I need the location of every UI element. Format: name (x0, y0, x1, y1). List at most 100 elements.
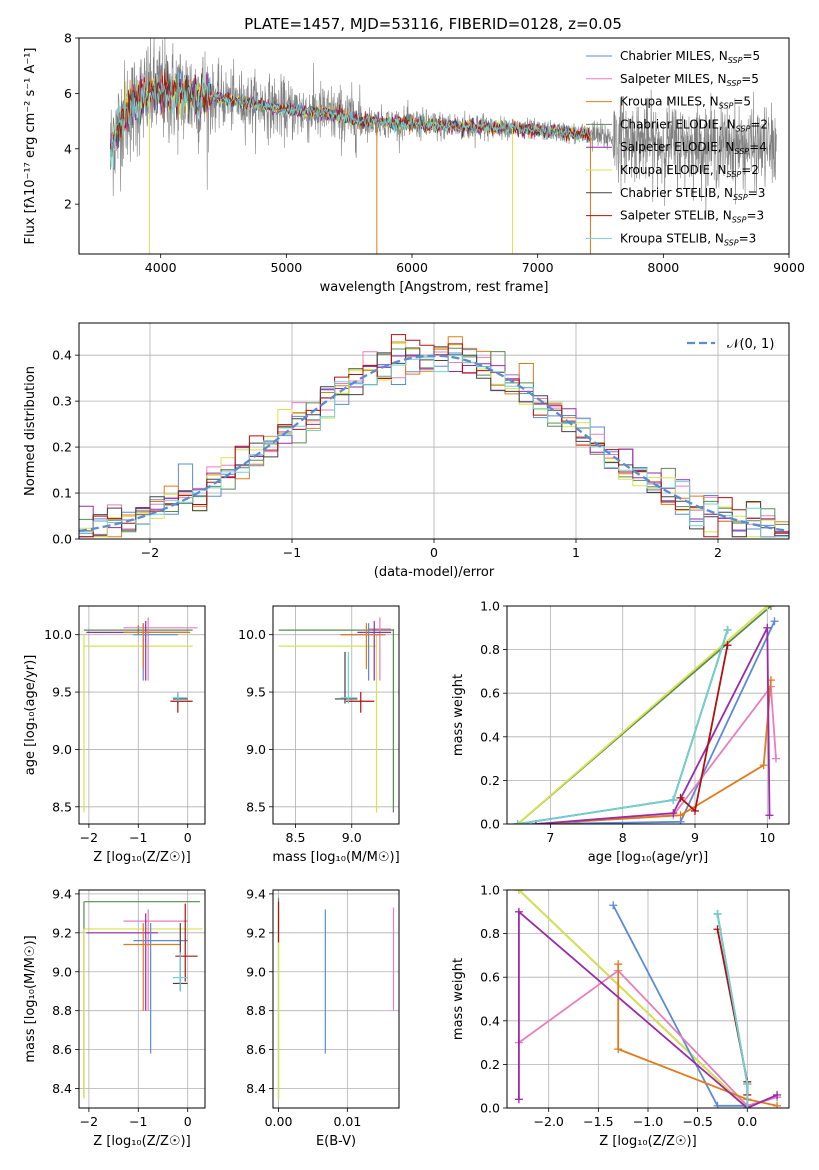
series-line (617, 964, 778, 1107)
y-tick-label: 0.8 (480, 926, 500, 941)
axes-frame (78, 889, 206, 1109)
histogram-step (79, 355, 789, 538)
mass_vs_Z-panel: −2 −1 0 8.4 8.6 8.8 9.0 9.2 9.4 Z [log₁₀(Z/Z☉)] ma… (23, 886, 206, 1149)
x-tick-label: −2 (141, 545, 159, 560)
mass_weight_vs_age-panel: 7 8 9 10 0.0 0.2 0.4 0.6 0.8 1.0 age [log₁₀(age/yr… (451, 599, 790, 865)
series-line (517, 606, 768, 824)
legend-label-tail: =2 (741, 163, 759, 177)
series-line (518, 890, 748, 1108)
y-tick-label: 0.6 (480, 970, 500, 985)
x-tick-label: −1 (129, 830, 147, 845)
legend-label: Salpeter STELIB, NSSP=3 (620, 209, 764, 225)
x-axis-label: Z [log₁₀(Z/Z☉)] (599, 1134, 696, 1149)
x-tick-label: −1.0 (633, 1114, 663, 1129)
legend-label-tail: =5 (733, 95, 751, 109)
legend-label-sub: SSP (734, 147, 749, 156)
series-line (612, 904, 778, 1107)
axes-frame (78, 37, 790, 255)
spectrum-plot-area (110, 38, 777, 254)
x-tick-label: 9000 (773, 260, 805, 275)
y-axis-label: mass weight (451, 958, 466, 1040)
x-tick-label: 5000 (270, 260, 302, 275)
legend-label: 𝒩(0, 1) (727, 337, 774, 352)
y-tick-label: 0.0 (52, 532, 72, 547)
series-line (716, 929, 749, 1095)
residuals-plot-area (79, 334, 789, 538)
x-tick-label: −2.0 (534, 1114, 564, 1129)
legend-label-tail: =3 (748, 186, 766, 200)
mass_weight_vs_age-plot-area (513, 606, 780, 824)
y-tick-label: 0.0 (480, 1101, 500, 1116)
y-tick-label: 10.0 (238, 627, 266, 642)
figure-title: PLATE=1457, MJD=53116, FIBERID=0128, z=0… (244, 15, 622, 33)
x-tick-label: 0.0 (737, 1114, 757, 1129)
age_vs_mass-plot-area (278, 617, 394, 813)
y-tick-label: 8.8 (52, 1003, 72, 1018)
legend-label-name: Chabrier STELIB, N (620, 186, 733, 200)
x-axis-label: wavelength [Angstrom, rest frame] (320, 280, 549, 295)
axes-frame (78, 605, 206, 825)
series-line (535, 627, 771, 824)
model-spectrum (110, 72, 592, 168)
y-tick-label: 8.5 (246, 799, 266, 814)
y-tick-label: 9.0 (246, 964, 266, 979)
y-tick-label: 9.5 (52, 685, 72, 700)
y-tick-label: 0.4 (52, 348, 72, 363)
x-tick-label: 7 (546, 830, 554, 845)
y-tick-label: 0.3 (52, 394, 72, 409)
x-tick-label: 0.00 (265, 1114, 293, 1129)
y-tick-label: 2 (64, 197, 72, 212)
legend-label: Kroupa ELODIE, NSSP=2 (620, 163, 759, 179)
gaussian-curve (79, 354, 787, 533)
x-tick-label: 2 (714, 545, 722, 560)
y-tick-label: 9.2 (52, 925, 72, 940)
legend-label-name: Salpeter STELIB, N (620, 209, 732, 223)
age_vs_Z-panel: −2 −1 0 8.5 9.0 9.5 10.0 Z [log₁₀(Z/Z☉)] age [lo… (23, 605, 206, 865)
y-tick-label: 8.6 (246, 1042, 266, 1057)
y-tick-label: 10.0 (44, 627, 72, 642)
legend-label-sub: SSP (719, 102, 734, 111)
x-tick-label: 6000 (396, 260, 428, 275)
legend-label-sub: SSP (733, 193, 748, 202)
y-tick-label: 0.2 (480, 773, 500, 788)
legend-label-name: Chabrier ELODIE, N (620, 117, 736, 131)
x-tick-label: 0.01 (333, 1114, 361, 1129)
y-tick-label: 9.0 (52, 742, 72, 757)
y-tick-label: 0.6 (480, 686, 500, 701)
age_vs_Z-plot-area (83, 617, 198, 813)
y-tick-label: 9.0 (246, 742, 266, 757)
y-tick-label: 8.6 (52, 1042, 72, 1057)
y-tick-label: 0.2 (52, 440, 72, 455)
x-tick-label: 4000 (145, 260, 177, 275)
x-tick-label: −0.5 (682, 1114, 712, 1129)
y-tick-label: 8 (64, 31, 72, 46)
legend-label-tail: =5 (742, 49, 760, 63)
x-tick-label: −1.5 (583, 1114, 613, 1129)
x-tick-label: −1 (129, 1114, 147, 1129)
x-tick-label: −1 (283, 545, 301, 560)
y-tick-label: 9.0 (52, 964, 72, 979)
axes-frame (272, 605, 400, 825)
legend-label-sub: SSP (727, 170, 742, 179)
x-axis-label: age [log₁₀(age/yr)] (588, 850, 709, 865)
y-tick-label: 4 (64, 141, 72, 156)
x-tick-label: 0 (184, 830, 192, 845)
y-tick-label: 9.4 (52, 886, 72, 901)
legend-label: Salpeter ELODIE, NSSP=4 (620, 140, 767, 156)
x-tick-label: 9 (691, 830, 699, 845)
y-tick-label: 0.1 (52, 486, 72, 501)
x-tick-label: −2 (80, 1114, 98, 1129)
series-line (535, 620, 776, 824)
y-tick-label: 8.4 (52, 1081, 72, 1096)
mass_weight_vs_Z-panel: −2.0 −1.5 −1.0 −0.5 0.0 0.0 0.2 0.4 0.6 0.8 1.0 Z [… (451, 883, 790, 1149)
series-line (535, 680, 772, 824)
legend-label: Salpeter MILES, NSSP=5 (620, 72, 759, 88)
legend-label-sub: SSP (736, 124, 751, 133)
y-tick-label: 9.4 (246, 886, 266, 901)
legend-label-tail: =3 (739, 231, 757, 245)
x-tick-label: 1 (572, 545, 580, 560)
legend-label: Chabrier STELIB, NSSP=3 (620, 186, 765, 202)
x-tick-label: 0 (430, 545, 438, 560)
y-tick-label: 0.8 (480, 642, 500, 657)
